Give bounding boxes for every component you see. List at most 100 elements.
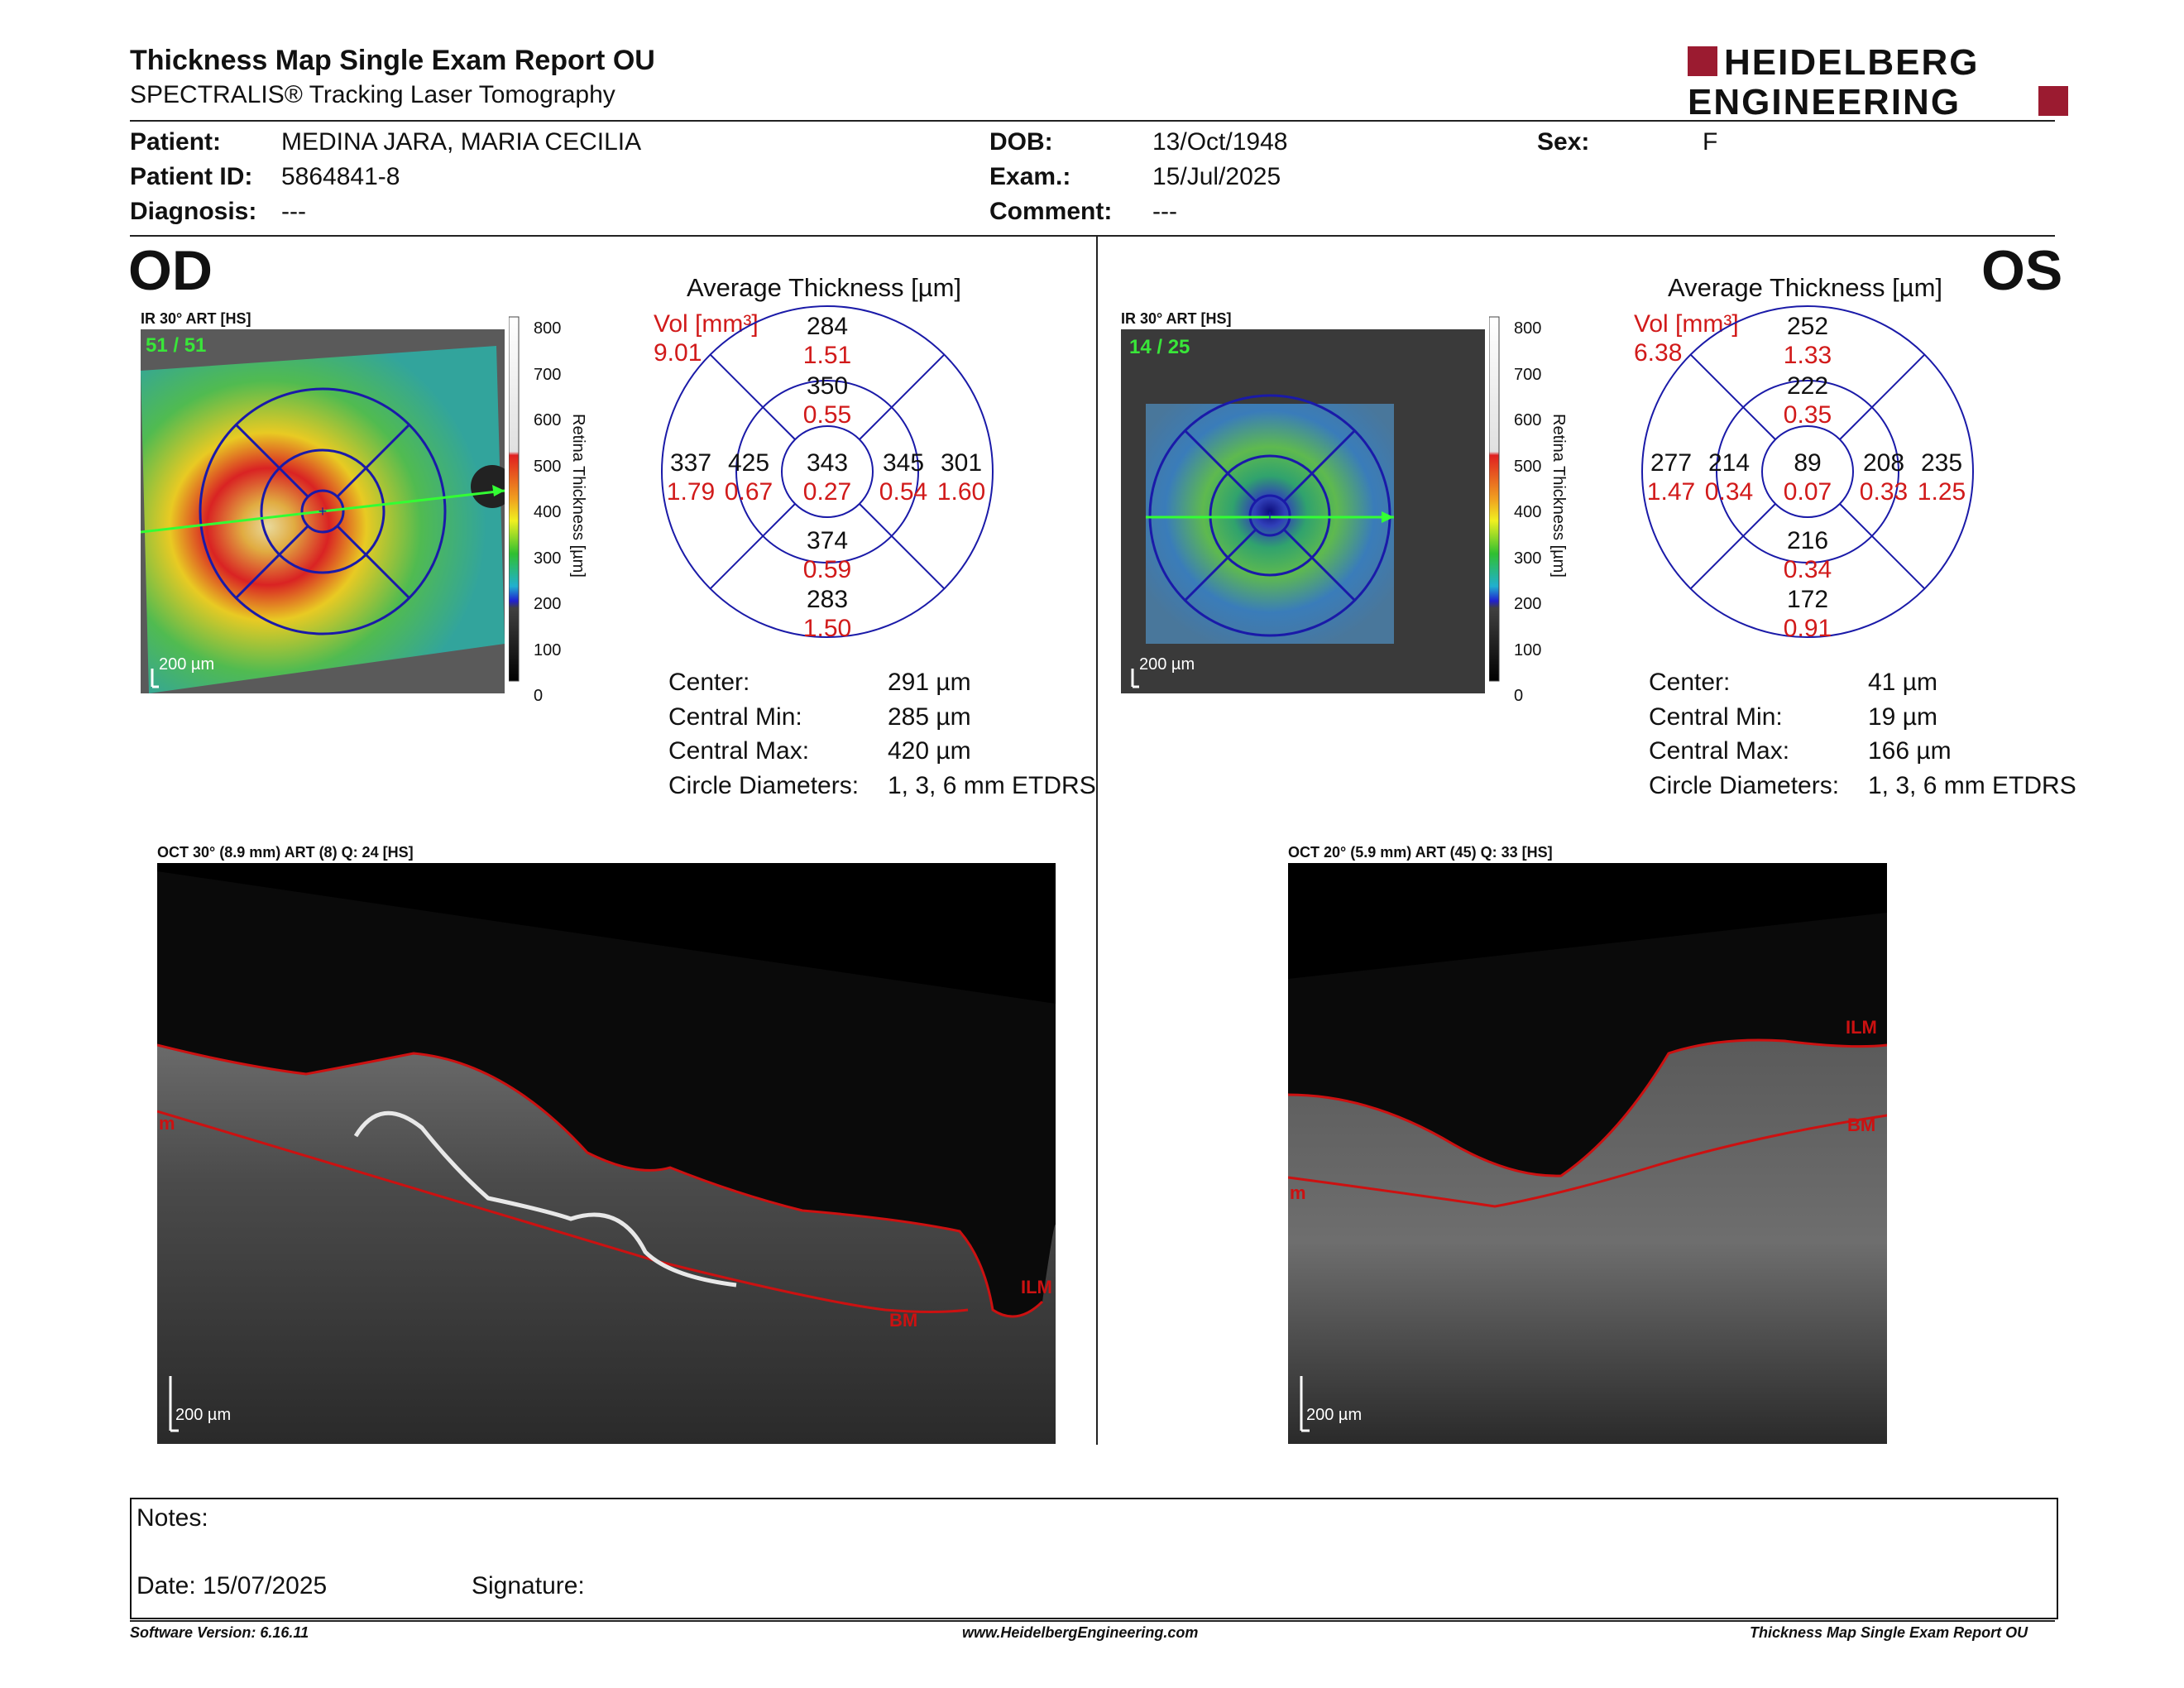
os-tick: 300 [1514, 549, 1542, 568]
report-title: Thickness Map Single Exam Report OU [130, 45, 655, 76]
os-superior-inner: 222 [1786, 372, 1829, 400]
od-thickness-map: + 51 / 51 200 µm [140, 329, 514, 693]
od-scale-bar: 200 µm [159, 655, 215, 674]
os-min-label: Central Min: [1649, 703, 1783, 731]
od-min-value: 285 µm [888, 703, 971, 731]
os-center-label: Center: [1649, 669, 1731, 696]
od-tick: 600 [534, 411, 562, 429]
od-color-scale-ticks: 800 700 600 500 400 300 200 100 0 [534, 306, 567, 720]
od-diam-value: 1, 3, 6 mm ETDRS [888, 772, 1096, 799]
od-inferior-inner: 374 [806, 527, 849, 554]
os-inferior-outer-vol: 0.91 [1783, 615, 1832, 642]
os-thickness-map: + 14 / 25 200 µm [1121, 329, 1485, 693]
exam-date: 15/Jul/2025 [1152, 163, 1281, 190]
od-color-scale [508, 310, 587, 691]
os-superior-outer-vol: 1.33 [1783, 342, 1832, 369]
diagnosis: --- [281, 198, 306, 225]
comment-label: Comment: [989, 198, 1113, 225]
od-inferior-outer: 283 [806, 586, 849, 613]
os-etdrs-grid [1638, 302, 1977, 641]
os-tick: 400 [1514, 503, 1542, 521]
od-center-label: Center: [668, 669, 750, 696]
od-vol-value: 9.01 [654, 339, 702, 367]
os-nasal-inner: 208 [1862, 449, 1905, 477]
od-m-label: m [159, 1113, 175, 1134]
os-color-scale [1488, 310, 1568, 691]
logo-line-2: ENGINEERING [1688, 82, 1961, 121]
patient-divider [130, 235, 2055, 237]
od-vol-label: Vol [mm³] [654, 310, 759, 338]
os-diam-value: 1, 3, 6 mm ETDRS [1868, 772, 2076, 799]
os-temporal-inner: 214 [1707, 449, 1751, 477]
os-oct-scale: 200 µm [1306, 1406, 1363, 1424]
od-superior-outer: 284 [806, 313, 849, 340]
signature-label: Signature: [472, 1572, 585, 1599]
od-tick: 0 [534, 687, 544, 705]
os-eye-label: OS [1981, 239, 2063, 302]
od-tick: 500 [534, 457, 562, 476]
os-superior-inner-vol: 0.35 [1783, 401, 1832, 429]
os-vol-value: 6.38 [1634, 339, 1683, 367]
os-scale-bar: 200 µm [1139, 655, 1195, 674]
od-tick: 200 [534, 595, 562, 613]
od-frames: 51 / 51 [146, 334, 207, 357]
os-nasal-inner-vol: 0.33 [1859, 478, 1909, 506]
patient-id-label: Patient ID: [130, 163, 253, 190]
os-inferior-outer: 172 [1786, 586, 1829, 613]
od-max-label: Central Max: [668, 737, 810, 765]
os-superior-outer: 252 [1786, 313, 1829, 340]
od-tick: 700 [534, 365, 562, 384]
od-superior-outer-vol: 1.51 [802, 342, 852, 369]
od-nasal-inner-vol: 0.54 [879, 478, 928, 506]
os-temporal-inner-vol: 0.34 [1704, 478, 1754, 506]
od-temporal-inner-vol: 0.67 [724, 478, 774, 506]
os-frames: 14 / 25 [1129, 336, 1190, 358]
od-eye-label: OD [128, 239, 213, 302]
patient-id: 5864841-8 [281, 163, 400, 190]
sex: F [1703, 128, 1718, 156]
os-color-scale-title: Retina Thickness [µm] [1549, 414, 1568, 578]
footer-software: Software Version: 6.16.11 [130, 1624, 309, 1641]
exam-label: Exam.: [989, 163, 1071, 190]
footer-website[interactable]: www.HeidelbergEngineering.com [962, 1624, 1199, 1641]
od-etdrs-grid [658, 302, 997, 641]
os-tick: 500 [1514, 457, 1542, 476]
od-tick: 300 [534, 549, 562, 568]
os-tick: 700 [1514, 365, 1542, 384]
logo-line-1: HEIDELBERG [1724, 42, 1979, 83]
diagnosis-label: Diagnosis: [130, 198, 257, 225]
od-temporal-outer-vol: 1.79 [666, 478, 716, 506]
os-m-label: m [1290, 1182, 1306, 1203]
os-inferior-inner-vol: 0.34 [1783, 556, 1832, 583]
os-tick: 200 [1514, 595, 1542, 613]
os-bm-label: BM [1847, 1115, 1876, 1135]
od-superior-inner: 350 [806, 372, 849, 400]
od-tick: 100 [534, 640, 562, 659]
eye-divider [1096, 237, 1098, 1445]
os-temporal-outer-vol: 1.47 [1646, 478, 1696, 506]
od-color-scale-title: Retina Thickness [µm] [569, 414, 587, 578]
notes-label: Notes: [136, 1504, 208, 1532]
od-nasal-inner: 345 [882, 449, 925, 477]
od-ilm-label: ILM [1021, 1277, 1052, 1297]
os-ir-label: IR 30° ART [HS] [1121, 310, 1232, 327]
os-min-value: 19 µm [1868, 703, 1937, 731]
dob: 13/Oct/1948 [1152, 128, 1288, 156]
od-oct-scale: 200 µm [175, 1406, 232, 1424]
footer-report: Thickness Map Single Exam Report OU [1750, 1624, 2028, 1641]
os-oct-bscan: 200 µm ILM BM m [1287, 863, 1888, 1444]
os-color-scale-ticks: 800 700 600 500 400 300 200 100 0 [1514, 306, 1547, 720]
od-center-vol: 0.27 [802, 478, 852, 506]
report-subtitle: SPECTRALIS® Tracking Laser Tomography [130, 81, 615, 108]
od-bm-label: BM [889, 1310, 918, 1331]
od-oct-label: OCT 30° (8.9 mm) ART (8) Q: 24 [HS] [157, 844, 414, 861]
date-label: Date: 15/07/2025 [136, 1572, 328, 1599]
footer-divider [130, 1620, 2055, 1622]
od-min-label: Central Min: [668, 703, 802, 731]
os-oct-label: OCT 20° (5.9 mm) ART (45) Q: 33 [HS] [1288, 844, 1553, 861]
os-inferior-inner: 216 [1786, 527, 1829, 554]
os-tick: 800 [1514, 319, 1542, 338]
od-temporal-outer: 337 [669, 449, 712, 477]
os-vol-label: Vol [mm³] [1634, 310, 1739, 338]
os-ilm-label: ILM [1846, 1017, 1877, 1038]
